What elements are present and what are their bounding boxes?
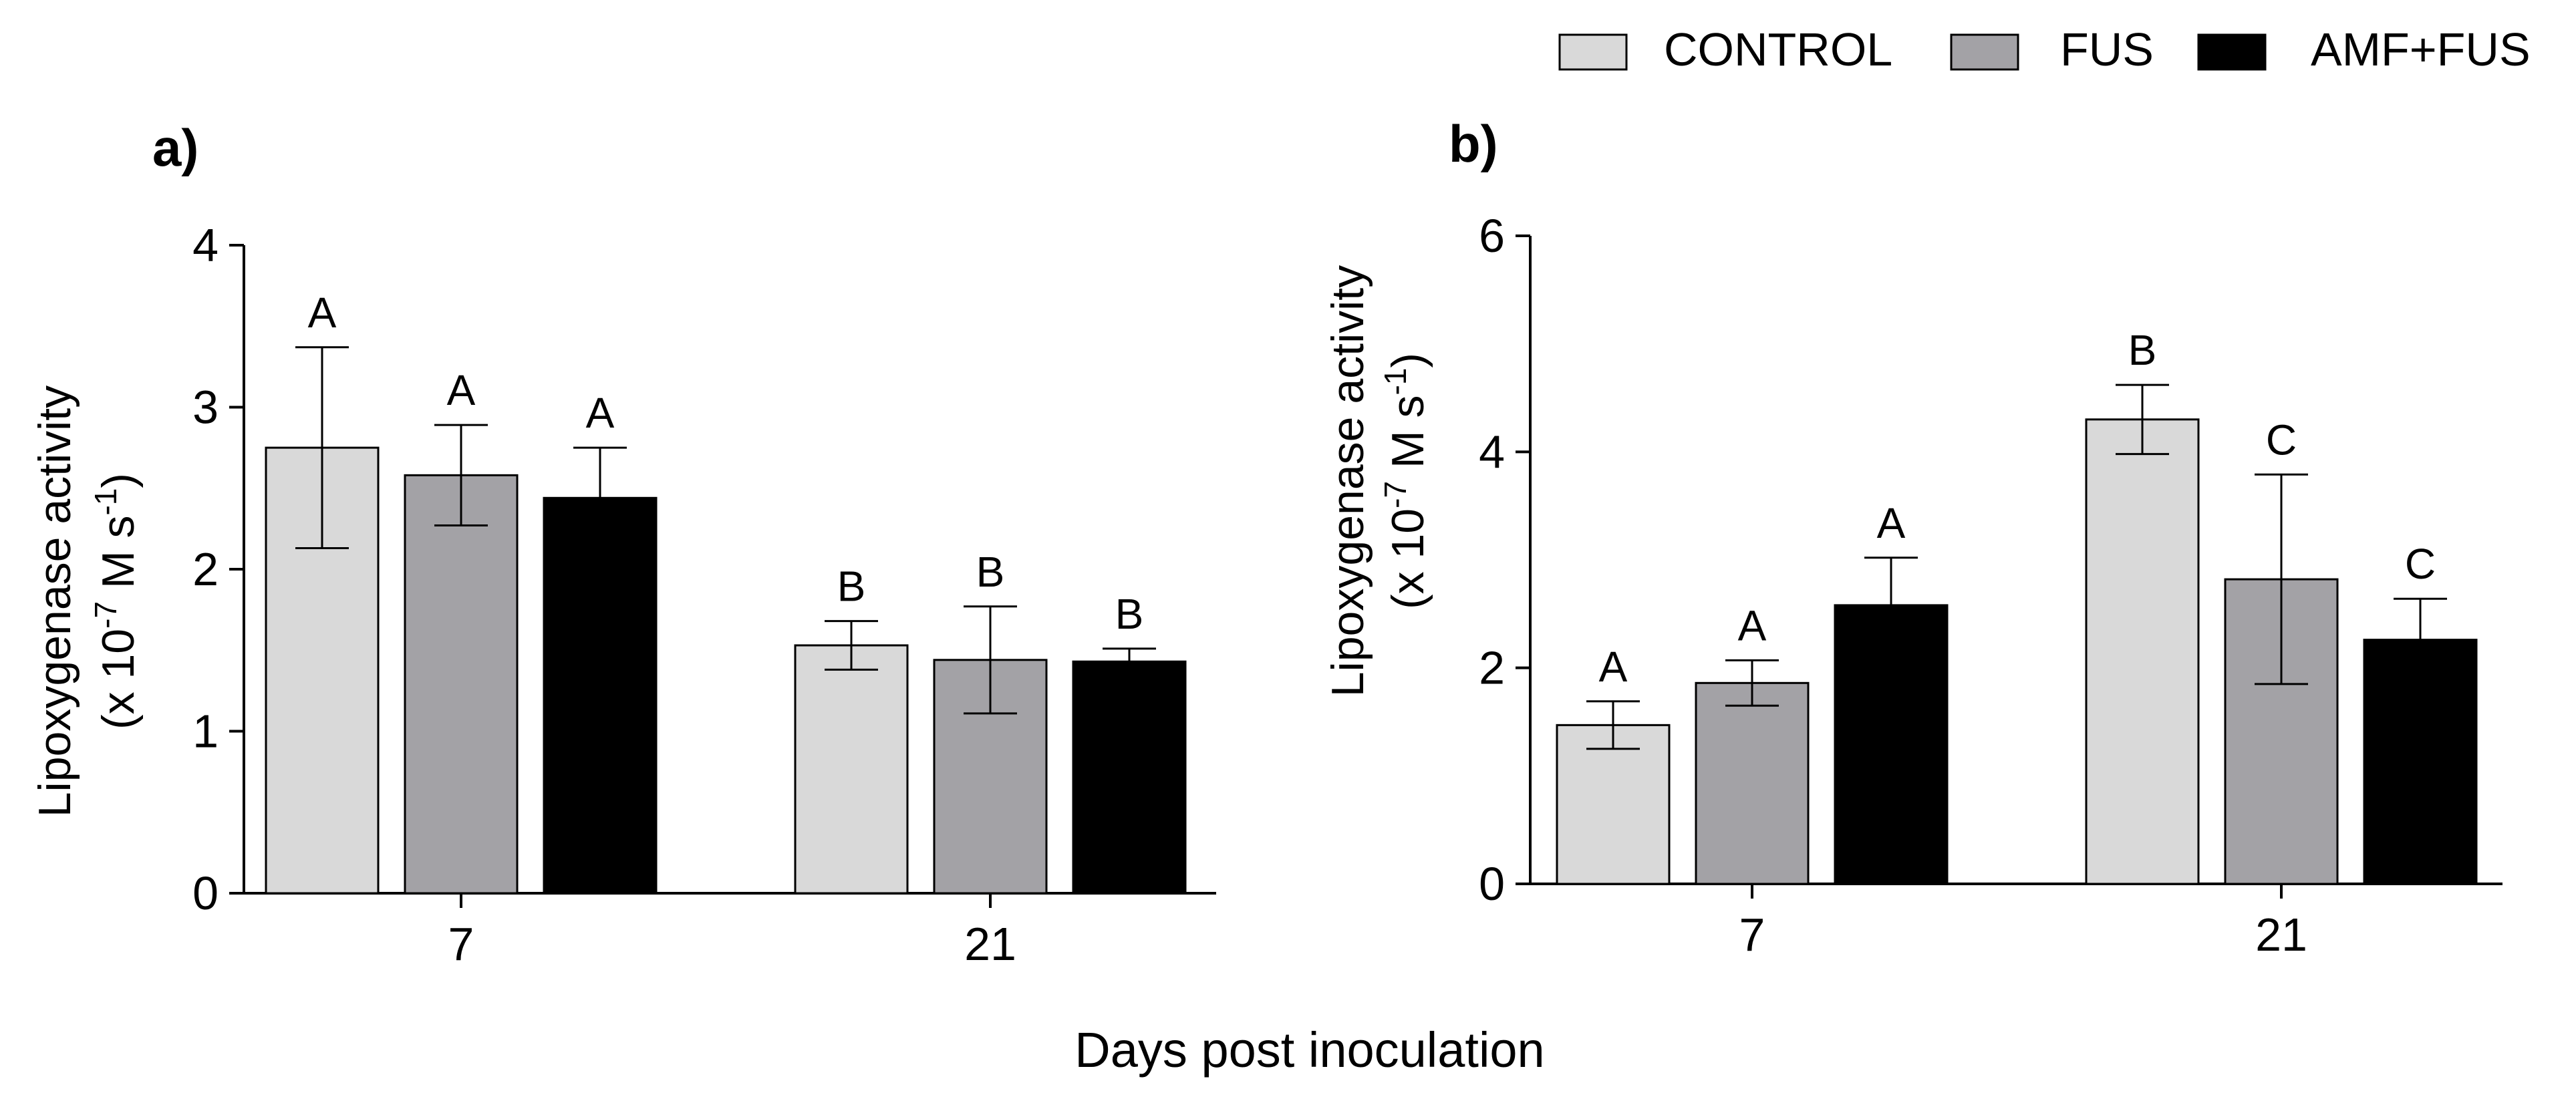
legend-item-control: CONTROL [1558,23,1892,75]
panel-b: b) Lipoxygenase activity (x 10-7 M s-1) … [1322,114,2502,961]
panel-a-y-tick-label: 2 [192,543,219,595]
panel-a-label: a) [152,118,198,177]
legend-swatch-fus [1950,33,2019,71]
legend-item-fus: FUS [1950,23,2154,75]
panel-a-bar-fus-day-21-letter: B [976,548,1005,596]
panel-b-bar-fus-day-7-letter: A [1738,601,1767,649]
panel-b-bar-amf-fus-day-7-letter: A [1877,499,1906,547]
panel-b-bar-control-day-7-letter: A [1599,643,1628,691]
panel-a-bar-control-day-21-letter: B [837,563,866,611]
panel-a-bar-amf-fus-day-21-letter: B [1115,590,1144,638]
panel-a-bar-control-day-21 [794,644,909,895]
legend-label-control: CONTROL [1664,23,1892,75]
panel-a-bar-fus-day-7-letter: A [447,366,476,414]
legend-item-amf-fus: AMF+FUS [2197,23,2531,75]
panel-b-y-axis-label: Lipoxygenase activity (x 10-7 M s-1) [1322,265,1433,697]
panel-b-y-tick-label: 6 [1479,210,1505,262]
panel-b-x-tick-label: 21 [2255,909,2307,961]
panel-a-axes: 0 1 2 3 4 7 21 [192,219,1216,970]
panel-b-marks: A A A B C C [1556,326,2478,885]
legend: CONTROL FUS AMF+FUS [1558,23,2531,75]
panel-a-marks: A A A B B B [265,289,1187,895]
panel-b-bar-control-day-21-letter: B [2128,326,2157,374]
panel-b-y-axis-label-line1: Lipoxygenase activity [1322,265,1373,697]
panel-a-y-tick-label: 1 [192,705,219,758]
shared-x-axis-label: Days post inoculation [1075,1022,1544,1078]
panel-a-y-axis-label-line2: (x 10-7 M s-1) [88,473,144,730]
panel-b-bar-amf-fus-day-21-letter: C [2405,540,2436,588]
panel-a-x-tick-label: 7 [448,918,474,970]
panel-a-bar-fus-day-7 [404,474,519,895]
panel-a-bar-amf-fus-day-21 [1072,660,1187,895]
panel-a-bar-amf-fus-day-7-letter: A [586,389,615,437]
panel-a-y-tick-label: 3 [192,381,219,434]
panel-b-bar-fus-day-21-letter: C [2266,416,2297,464]
legend-swatch-amf-fus [2197,33,2267,71]
panel-a-y-axis-label-line1: Lipoxygenase activity [29,385,80,817]
panel-b-y-tick-label: 0 [1479,858,1505,910]
legend-label-fus: FUS [2060,23,2154,75]
panel-b-x-tick-label: 7 [1739,909,1765,961]
panel-a-y-tick-label: 0 [192,867,219,919]
panel-b-bar-fus-day-7 [1695,681,1810,885]
panel-b-y-axis-label-line2: (x 10-7 M s-1) [1378,353,1433,609]
panel-b-bar-control-day-7 [1556,724,1671,885]
panel-b-y-tick-label: 2 [1479,642,1505,694]
panel-a-bar-amf-fus-day-7 [543,496,658,895]
panel-a-x-tick-label: 21 [964,918,1016,970]
panel-a-y-tick-label: 4 [192,219,219,271]
panel-b-bar-control-day-21 [2085,418,2200,885]
panel-a-y-axis-label: Lipoxygenase activity (x 10-7 M s-1) [29,385,144,817]
panel-b-axes: 0 2 4 6 7 21 [1479,210,2502,961]
panel-b-y-tick-label: 4 [1479,426,1505,478]
legend-swatch-control [1558,33,1628,71]
panel-a-bar-control-day-7-letter: A [308,289,337,337]
panel-a: a) Lipoxygenase activity (x 10-7 M s-1) … [29,118,1216,970]
panel-b-label: b) [1449,114,1498,173]
legend-label-amf-fus: AMF+FUS [2311,23,2531,75]
